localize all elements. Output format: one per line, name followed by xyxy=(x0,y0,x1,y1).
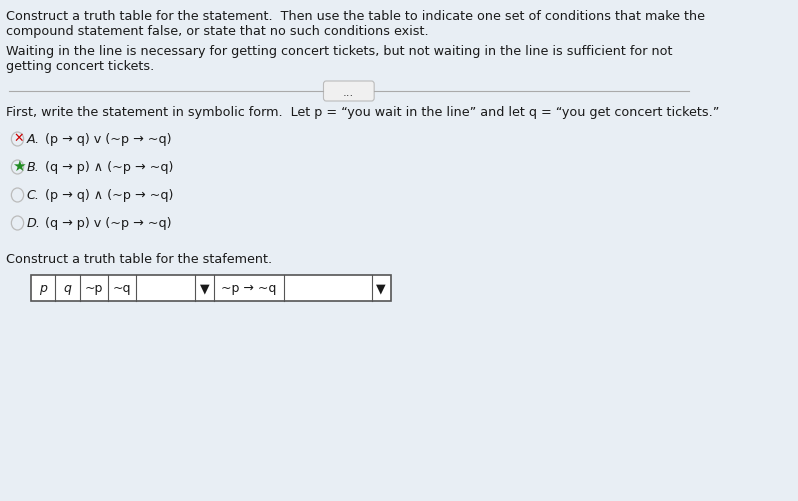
Text: A.: A. xyxy=(26,133,39,146)
Text: (p → q) v (~p → ~q): (p → q) v (~p → ~q) xyxy=(45,133,172,146)
Text: (q → p) v (~p → ~q): (q → p) v (~p → ~q) xyxy=(45,216,172,229)
Text: ▼: ▼ xyxy=(377,282,386,295)
Text: Construct a truth table for the stafement.: Construct a truth table for the stafemen… xyxy=(6,253,272,266)
Text: (p → q) ∧ (~p → ~q): (p → q) ∧ (~p → ~q) xyxy=(45,188,174,201)
Text: compound statement false, or state that no such conditions exist.: compound statement false, or state that … xyxy=(6,25,429,38)
Text: ~q: ~q xyxy=(113,282,131,295)
Text: ~p → ~q: ~p → ~q xyxy=(222,282,277,295)
Text: q: q xyxy=(63,282,71,295)
Text: B.: B. xyxy=(26,161,39,174)
Text: ★: ★ xyxy=(12,159,26,174)
Text: First, write the statement in symbolic form.  Let p = “you wait in the line” and: First, write the statement in symbolic f… xyxy=(6,106,720,119)
Text: p: p xyxy=(39,282,47,295)
Text: ✕: ✕ xyxy=(13,132,24,145)
Text: Construct a truth table for the statement.  Then use the table to indicate one s: Construct a truth table for the statemen… xyxy=(6,10,705,23)
Text: getting concert tickets.: getting concert tickets. xyxy=(6,60,154,73)
Text: Waiting in the line is necessary for getting concert tickets, but not waiting in: Waiting in the line is necessary for get… xyxy=(6,45,673,58)
Bar xyxy=(30,276,391,302)
Text: ▼: ▼ xyxy=(200,282,209,295)
FancyBboxPatch shape xyxy=(323,82,374,102)
Text: (q → p) ∧ (~p → ~q): (q → p) ∧ (~p → ~q) xyxy=(45,161,174,174)
Text: ~p: ~p xyxy=(85,282,103,295)
Text: ...: ... xyxy=(343,85,354,98)
Text: C.: C. xyxy=(26,188,39,201)
Text: D.: D. xyxy=(26,216,40,229)
